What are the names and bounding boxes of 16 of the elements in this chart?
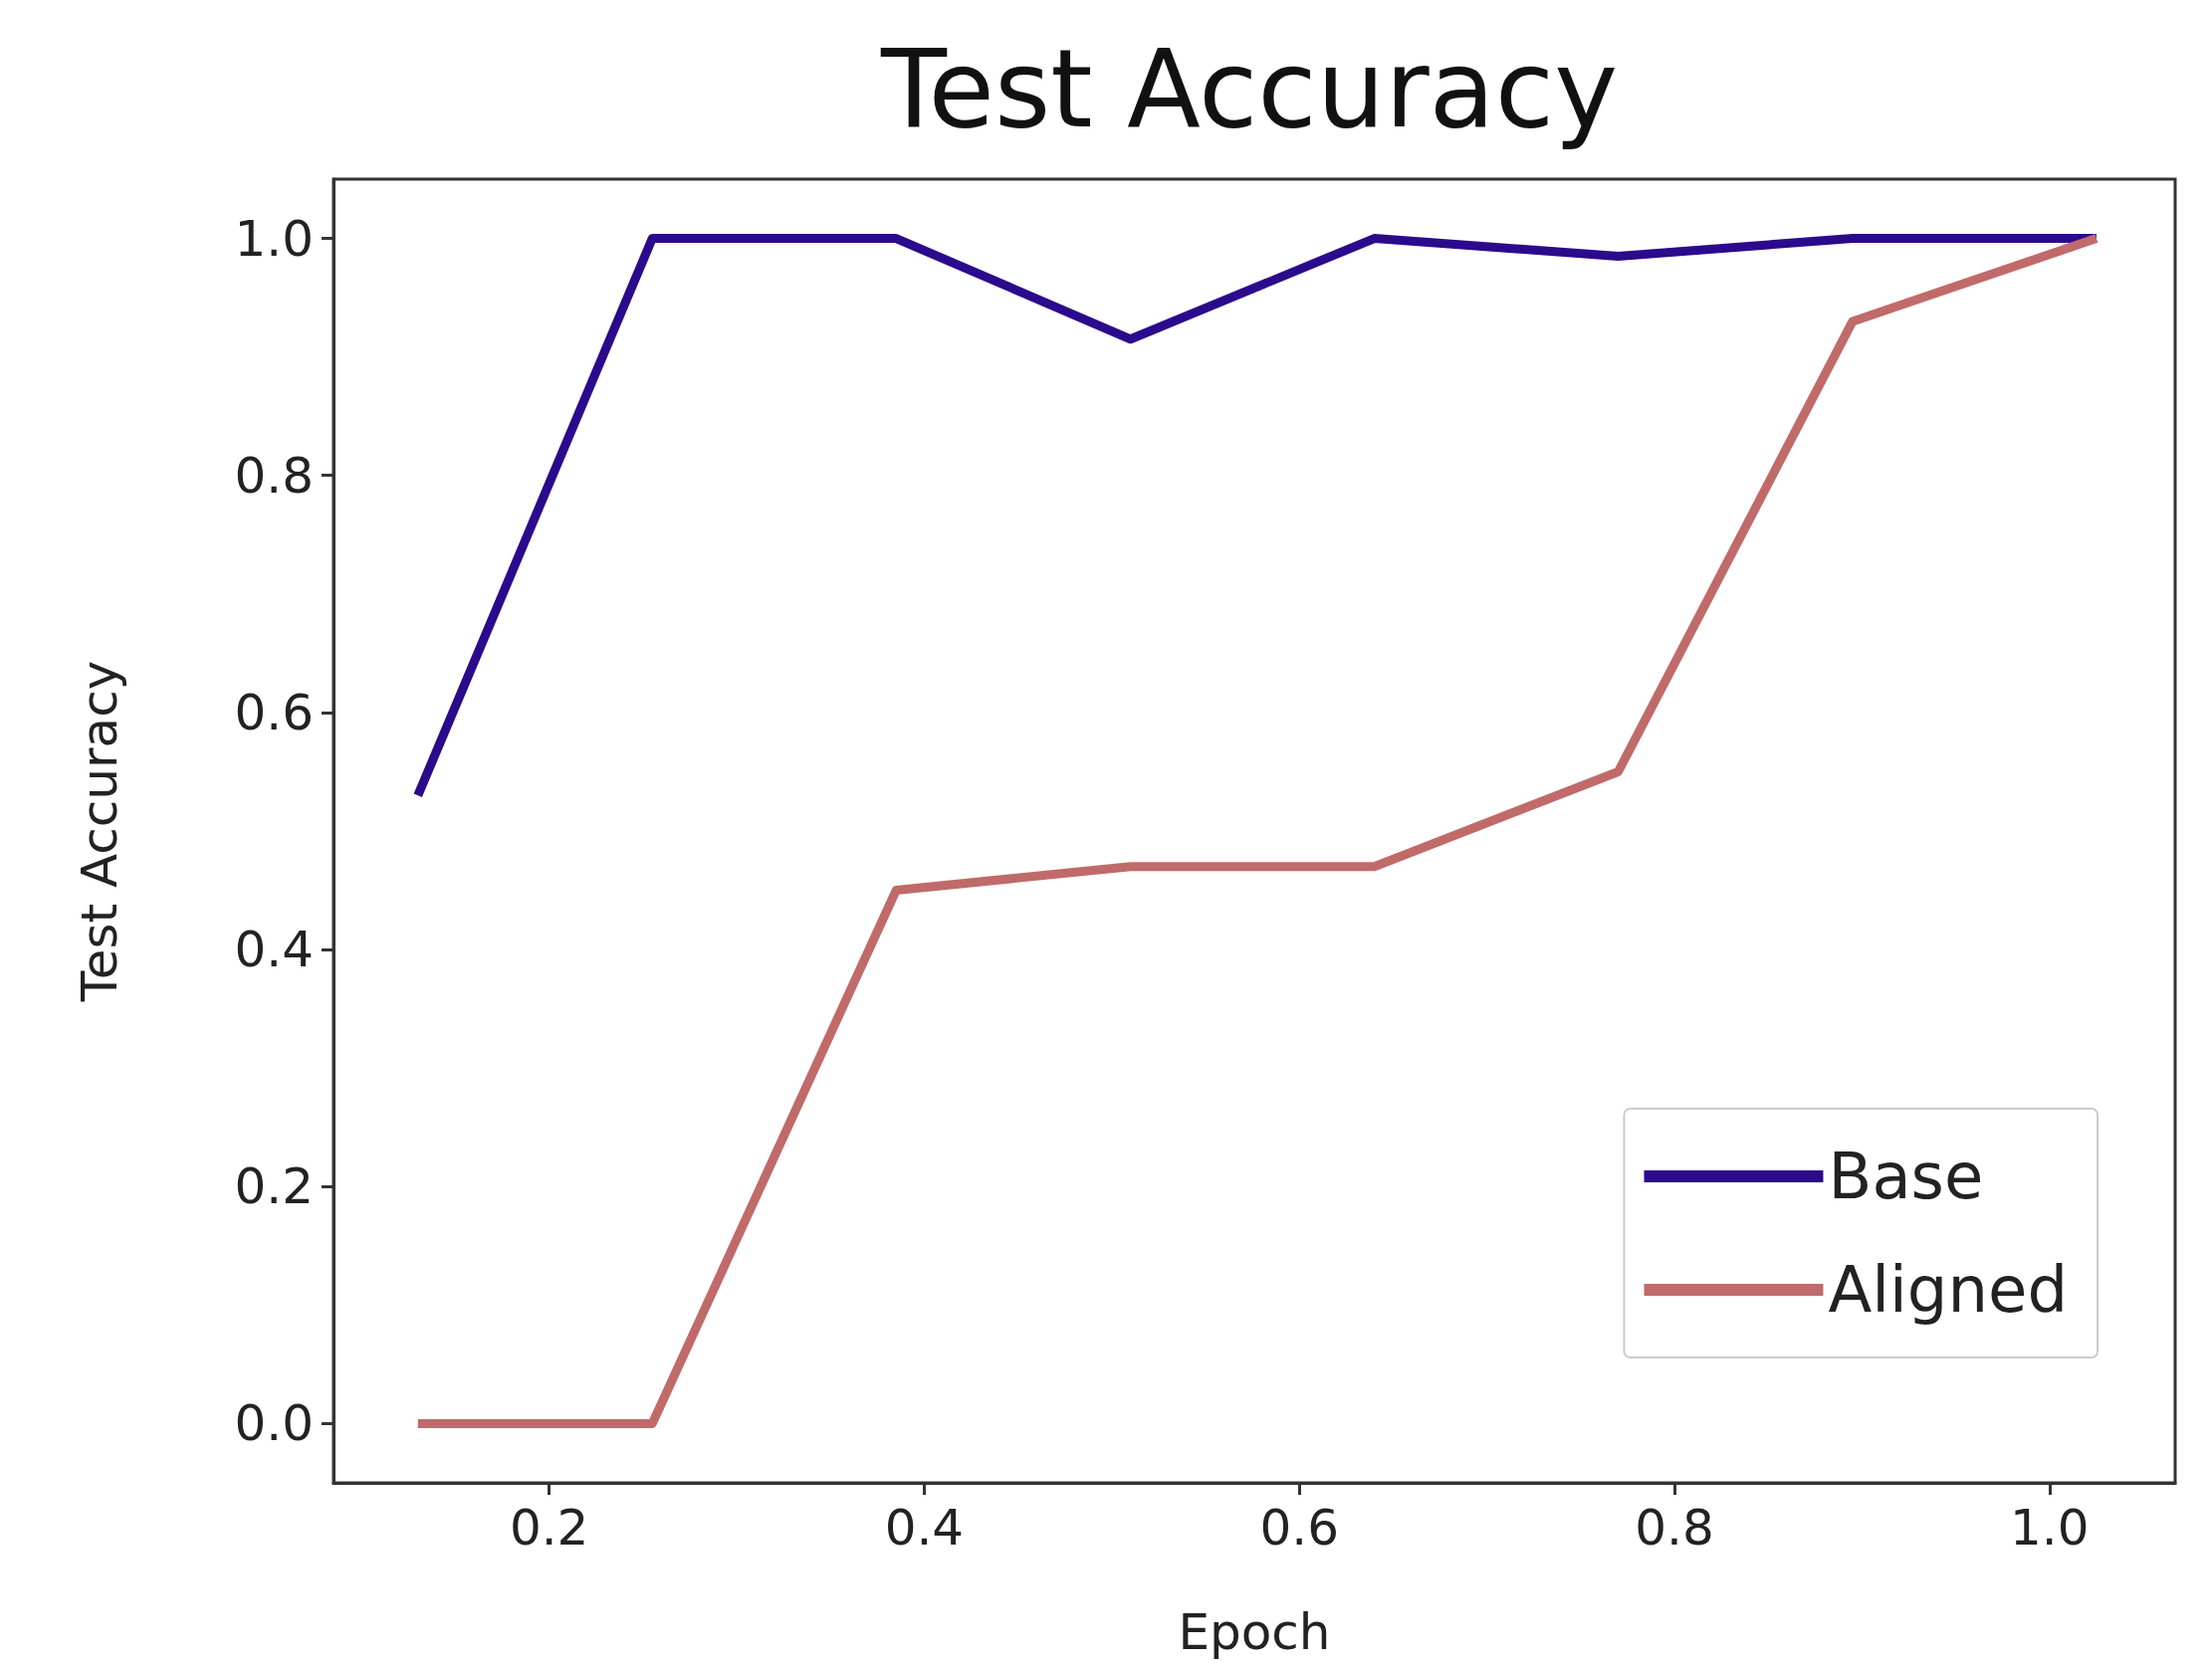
x-tick-label: 0.6 <box>1259 1499 1339 1557</box>
x-tick-label: 0.8 <box>1635 1499 1714 1557</box>
y-tick-label: 0.8 <box>234 446 314 505</box>
legend-label: Base <box>1828 1140 1984 1213</box>
x-axis-title: Epoch <box>1178 1603 1331 1661</box>
x-tick-label: 0.2 <box>509 1499 589 1557</box>
x-tick-label: 0.4 <box>884 1499 965 1557</box>
y-axis-title: Test Accuracy <box>71 660 128 1003</box>
x-tick-label: 1.0 <box>2010 1499 2090 1557</box>
y-tick-label: 0.6 <box>234 683 314 741</box>
chart-title: Test Accuracy <box>879 26 1619 151</box>
y-tick-label: 0.0 <box>234 1394 314 1453</box>
y-tick-label: 0.2 <box>234 1157 314 1216</box>
y-tick-label: 0.4 <box>234 921 314 979</box>
y-tick-label: 1.0 <box>234 209 314 268</box>
legend-label: Aligned <box>1828 1253 2068 1327</box>
